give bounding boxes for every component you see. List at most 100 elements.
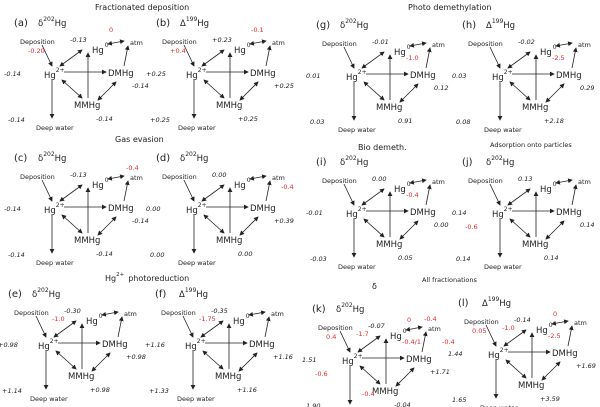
isotope-label: δ202Hg bbox=[180, 151, 208, 164]
arrow-hg2-hg0 bbox=[503, 329, 527, 347]
arrow-hg2-hg0 bbox=[507, 51, 531, 69]
fractionation-dep: +0.4 bbox=[170, 47, 186, 55]
isotope-label: Δ199Hg bbox=[482, 296, 511, 309]
panel-letter: (d) bbox=[156, 153, 170, 164]
arrow-hg2-hg0 bbox=[200, 320, 224, 338]
node-deep-water: Deep water bbox=[178, 124, 216, 132]
arrow-hg0-atm bbox=[555, 41, 573, 48]
fractionation-hg2_hg0: -1.7 bbox=[356, 330, 369, 338]
arrow-hg0-atm bbox=[249, 39, 267, 46]
arrow-dep bbox=[182, 315, 194, 338]
node-deposition: Deposition bbox=[161, 309, 196, 317]
fractionation-hg0_below: -0.4/1 bbox=[402, 338, 421, 346]
node-deep-water: Deep water bbox=[36, 259, 74, 267]
arrow-mmhg-dmhg bbox=[97, 81, 117, 101]
arrow-hg2-hg0 bbox=[357, 335, 381, 353]
panel-letter: (c) bbox=[14, 153, 27, 164]
node-mmhg: MMHg bbox=[74, 101, 100, 111]
panel-d: (d) δ202Hg Deposition Hg0 Hg2+ atm DMHg MMHg Dee… bbox=[146, 151, 294, 267]
panel-e: (e) δ202Hg Deposition Hg0 Hg2+ atm DMHg MMHg Dee… bbox=[0, 287, 146, 403]
fractionation-hg0sup2: 0 bbox=[553, 310, 557, 318]
node-hg2: Hg2+ bbox=[186, 202, 207, 216]
node-dmhg: DMHg bbox=[250, 69, 276, 79]
arrow-mmhg-dmhg bbox=[545, 83, 565, 103]
fractionation-hg2_below: -0.6 bbox=[315, 370, 328, 378]
arrow-mmhg-dmhg bbox=[541, 361, 561, 381]
value-deep: 0.03 bbox=[310, 118, 324, 126]
value-hg0: -0.02 bbox=[518, 38, 535, 46]
fractionation-atm_right: -0.4 bbox=[442, 338, 455, 346]
value-hg0: -0.35 bbox=[211, 307, 228, 315]
node-deep-water: Deep water bbox=[338, 263, 376, 271]
node-atm: atm bbox=[130, 39, 143, 47]
node-atm: atm bbox=[574, 319, 587, 327]
node-deep-water: Deep water bbox=[484, 126, 522, 134]
arrow-hg2-hg0 bbox=[59, 184, 83, 202]
arrow-dep bbox=[343, 183, 355, 206]
value-hg2: -0.14 bbox=[4, 205, 21, 213]
section-title-gas-evasion: Gas evasion bbox=[115, 135, 164, 144]
node-hg0: Hg0 bbox=[86, 313, 103, 327]
section-title-adsorption: Adsorption onto particles bbox=[490, 141, 572, 149]
node-mmhg: MMHg bbox=[216, 101, 242, 111]
panel-c: (c) δ202Hg Deposition Hg0 Hg2+ atm DMHg MMHg Dee… bbox=[4, 151, 149, 267]
value-hg0: -0.13 bbox=[70, 171, 87, 179]
value-mmhg: 0.00 bbox=[238, 250, 252, 258]
node-hg0: Hg0 bbox=[536, 322, 553, 336]
arrow-dmhg-atm bbox=[264, 316, 271, 338]
value-hg0: -0.13 bbox=[70, 36, 87, 44]
value-dmhg: 0.29 bbox=[580, 84, 594, 92]
node-hg0: Hg0 bbox=[233, 313, 250, 327]
fractionation-hg0sup: -0.1 bbox=[251, 26, 264, 34]
isotope-label: Δ199Hg bbox=[179, 287, 208, 300]
fractionation-hg0_below: -2.5 bbox=[552, 54, 565, 62]
value-mmhg: 0.05 bbox=[398, 254, 412, 262]
fractionation-hg2_hg0: -1.0 bbox=[52, 315, 65, 323]
node-deep-water: Deep water bbox=[36, 124, 74, 132]
value-dmhg: 0.00 bbox=[434, 221, 448, 229]
panel-g: (g) δ202Hg Deposition Hg0 Hg2+ atm DMHg MMHg Dee… bbox=[306, 18, 448, 134]
arrow-dmhg-atm bbox=[265, 180, 272, 202]
fractionation-hg0_below: -2.5 bbox=[548, 332, 561, 340]
node-hg2: Hg2+ bbox=[492, 69, 513, 83]
section-title-photoreduction: Hg2+ photoreduction bbox=[105, 272, 189, 283]
node-deposition: Deposition bbox=[20, 38, 55, 46]
isotope-label: δ202Hg bbox=[340, 155, 368, 168]
value-deep: 0.08 bbox=[456, 118, 470, 126]
node-mmhg: MMHg bbox=[518, 381, 544, 391]
value-mmhg: +0.98 bbox=[90, 386, 110, 394]
value-hg2: -0.14 bbox=[4, 70, 21, 78]
value-dmhg: 0.14 bbox=[580, 221, 594, 229]
value-deep: -0.03 bbox=[310, 255, 327, 263]
node-dmhg: DMHg bbox=[250, 204, 276, 214]
arrow-mmhg-dmhg bbox=[91, 352, 111, 372]
node-deposition: Deposition bbox=[14, 309, 49, 317]
value-hg0: +0.23 bbox=[212, 36, 232, 44]
arrow-hg2-hg0 bbox=[361, 188, 385, 206]
arrow-mmhg-dmhg bbox=[399, 83, 419, 103]
value-hg2: +0.98 bbox=[0, 341, 18, 349]
fractionation-atm: -0.4 bbox=[424, 315, 437, 323]
value-hg2: 0.00 bbox=[146, 205, 160, 213]
arrow-mmhg-dmhg bbox=[97, 216, 117, 236]
fractionation-dep: -0.20 bbox=[28, 47, 45, 55]
arrow-hg2-mmhg bbox=[61, 214, 83, 234]
node-dmhg: DMHg bbox=[556, 71, 582, 81]
node-deposition: Deposition bbox=[318, 324, 353, 332]
arrow-dep bbox=[485, 324, 497, 347]
arrow-hg0-atm bbox=[409, 178, 427, 185]
arrow-dep bbox=[489, 183, 501, 206]
node-deposition: Deposition bbox=[468, 40, 503, 48]
arrow-hg2-mmhg bbox=[505, 359, 527, 379]
value-deep: -0.14 bbox=[8, 251, 25, 259]
node-atm: atm bbox=[578, 178, 591, 186]
panel-letter: (a) bbox=[14, 18, 28, 29]
arrow-hg2-mmhg bbox=[509, 81, 531, 101]
arrow-hg2-hg0 bbox=[361, 51, 385, 69]
arrow-dmhg-atm bbox=[265, 45, 272, 67]
node-mmhg: MMHg bbox=[215, 372, 241, 382]
arrow-hg0-atm bbox=[551, 319, 569, 326]
node-deep-water: Deep water bbox=[177, 395, 215, 403]
arrow-dep bbox=[183, 44, 195, 67]
node-hg0: Hg0 bbox=[540, 181, 557, 195]
